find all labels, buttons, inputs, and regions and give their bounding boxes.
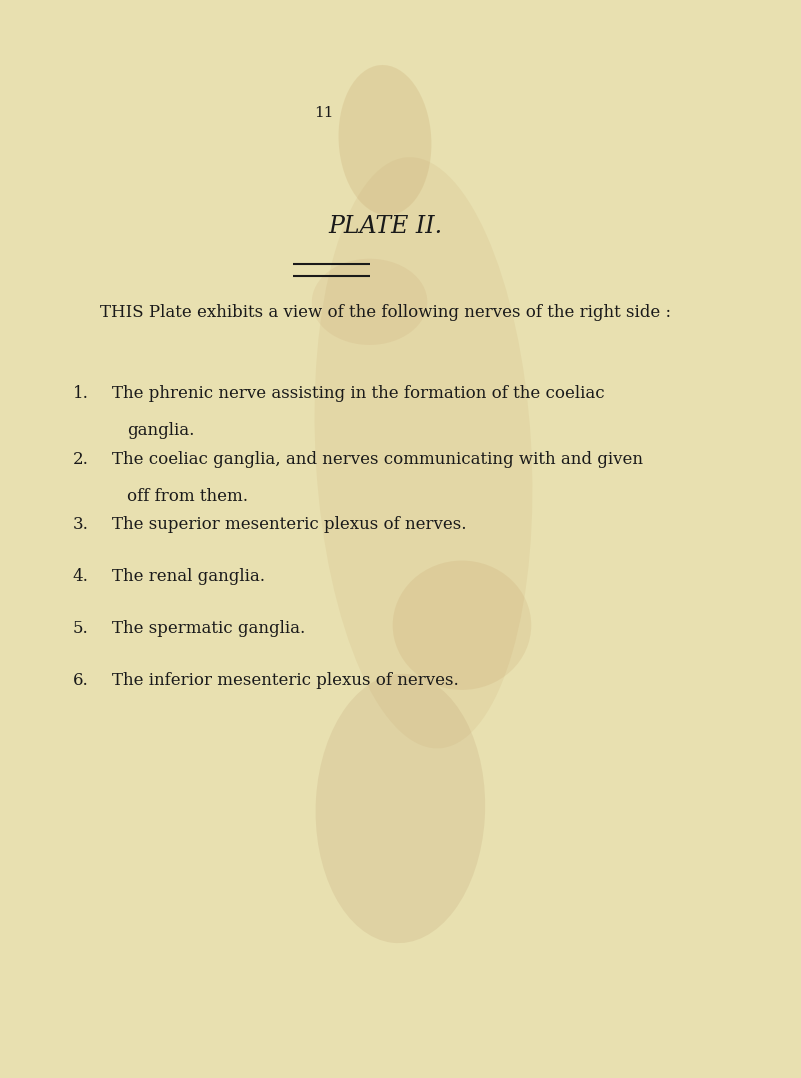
Text: 4.: 4. bbox=[73, 568, 89, 585]
Text: The spermatic ganglia.: The spermatic ganglia. bbox=[111, 620, 305, 637]
Text: The renal ganglia.: The renal ganglia. bbox=[111, 568, 264, 585]
Text: The phrenic nerve assisting in the formation of the coeliac: The phrenic nerve assisting in the forma… bbox=[111, 385, 604, 402]
Ellipse shape bbox=[339, 65, 432, 216]
Text: PLATE II.: PLATE II. bbox=[328, 215, 442, 238]
Ellipse shape bbox=[312, 259, 427, 345]
Text: 11: 11 bbox=[314, 107, 333, 120]
Text: 1.: 1. bbox=[73, 385, 89, 402]
Text: The inferior mesenteric plexus of nerves.: The inferior mesenteric plexus of nerves… bbox=[111, 672, 458, 689]
Ellipse shape bbox=[316, 674, 485, 943]
Text: 6.: 6. bbox=[73, 672, 89, 689]
Text: off from them.: off from them. bbox=[127, 488, 248, 505]
Text: 5.: 5. bbox=[73, 620, 89, 637]
Text: ganglia.: ganglia. bbox=[127, 423, 195, 439]
Text: THIS Plate exhibits a view of the following nerves of the right side :: THIS Plate exhibits a view of the follow… bbox=[100, 304, 671, 321]
Ellipse shape bbox=[315, 157, 533, 748]
Text: The superior mesenteric plexus of nerves.: The superior mesenteric plexus of nerves… bbox=[111, 516, 466, 534]
Text: The coeliac ganglia, and nerves communicating with and given: The coeliac ganglia, and nerves communic… bbox=[111, 451, 642, 468]
Text: 3.: 3. bbox=[73, 516, 89, 534]
Text: 2.: 2. bbox=[73, 451, 89, 468]
Ellipse shape bbox=[392, 561, 531, 690]
